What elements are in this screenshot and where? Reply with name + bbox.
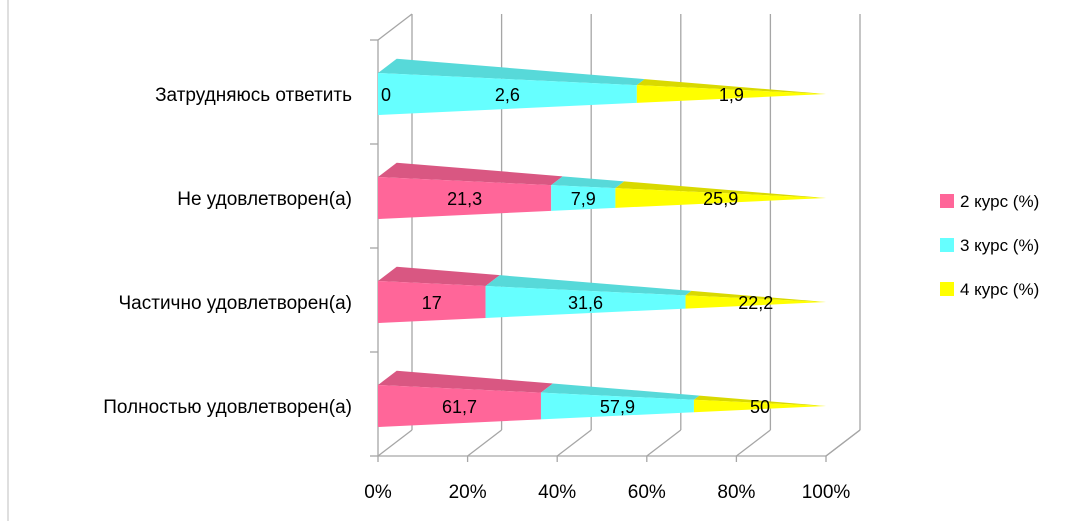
floor-gridline	[556, 429, 592, 457]
x-tick-label: 80%	[717, 482, 755, 503]
bar-top-face	[685, 290, 826, 302]
bar-segment	[485, 286, 686, 318]
bar-segment	[540, 392, 694, 420]
data-label: 22,2	[738, 293, 773, 313]
data-label: 17	[422, 293, 442, 313]
labels-layer: 0% 20% 40% 60% 80% 100% Полностью удовлетворен…	[103, 85, 850, 503]
data-label: 25,9	[703, 189, 738, 209]
bar-top-face	[540, 383, 700, 400]
bar-top-face	[378, 162, 563, 186]
legend-swatch	[940, 238, 954, 252]
bar-segment	[615, 188, 826, 208]
data-label: 2,6	[495, 85, 520, 105]
legend: 2 курс (%) 3 курс (%) 4 курс (%)	[940, 192, 1039, 299]
bar-segment	[685, 295, 826, 309]
category-label: Затрудняюсь ответить	[155, 85, 352, 106]
data-label: 7,9	[571, 189, 596, 209]
data-label: 0	[381, 85, 391, 105]
category-label: Не удовлетворен(а)	[177, 189, 352, 210]
floor-gridline	[736, 429, 771, 457]
legend-swatch	[940, 282, 954, 296]
legend-label: 2 курс (%)	[960, 192, 1039, 211]
bar-top-face	[378, 58, 645, 86]
legend-label: 3 курс (%)	[960, 236, 1039, 255]
category-label: Частично удовлетворен(а)	[119, 293, 352, 314]
bar-segment	[378, 177, 552, 219]
bar-top-face	[693, 395, 826, 406]
data-label: 57,9	[600, 397, 635, 417]
bar-top-face	[378, 370, 553, 393]
data-label: 50	[750, 397, 770, 417]
x-tick-label: 20%	[449, 482, 487, 503]
bar-segment	[693, 399, 826, 413]
bar-top-face	[551, 176, 625, 189]
data-label: 31,6	[568, 293, 603, 313]
x-tick-label: 40%	[538, 482, 576, 503]
bar-segment	[636, 85, 826, 103]
legend-swatch	[940, 194, 954, 208]
data-label: 21,3	[447, 189, 482, 209]
floor-gridline	[377, 429, 413, 457]
left-wall-top-edge	[377, 13, 413, 41]
bar-segment	[378, 73, 637, 115]
bar-segment	[551, 185, 616, 211]
bars-layer	[378, 58, 826, 427]
x-tick-label: 100%	[802, 482, 851, 503]
floor-right-edge	[825, 429, 861, 457]
bar-segment	[378, 281, 486, 323]
floor-gridline	[467, 429, 502, 457]
data-label: 1,9	[719, 85, 744, 105]
bar-top-face	[485, 275, 692, 296]
bar-top-face	[378, 266, 500, 287]
floor-gridline	[646, 429, 682, 457]
bar-top-face	[615, 181, 826, 198]
bar-segment	[378, 385, 541, 427]
x-tick-label: 0%	[364, 482, 392, 503]
x-tick-label: 60%	[628, 482, 666, 503]
data-label: 61,7	[442, 397, 477, 417]
bar-top-face	[636, 79, 826, 94]
category-label: Полностью удовлетворен(а)	[103, 397, 352, 418]
legend-label: 4 курс (%)	[960, 280, 1039, 299]
